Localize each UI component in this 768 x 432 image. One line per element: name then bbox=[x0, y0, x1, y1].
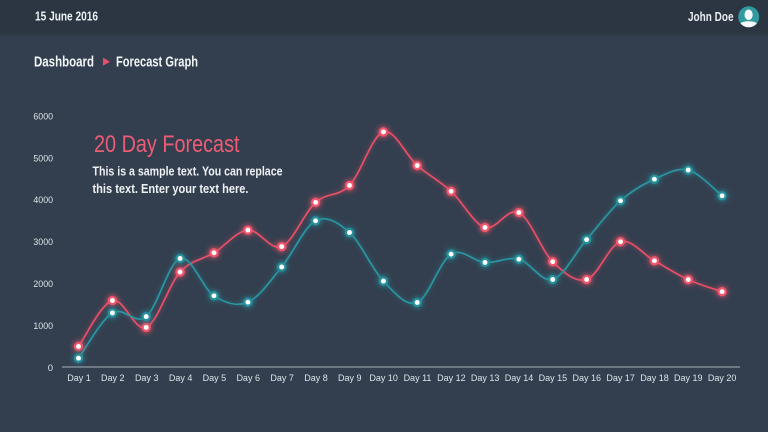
svg-text:John Doe: John Doe bbox=[688, 10, 734, 24]
svg-text:Day 6: Day 6 bbox=[236, 373, 260, 383]
svg-text:Forecast Graph: Forecast Graph bbox=[116, 54, 198, 70]
svg-text:4000: 4000 bbox=[33, 195, 53, 206]
svg-text:Day 10: Day 10 bbox=[369, 373, 398, 383]
svg-text:This is a sample text. You can: This is a sample text. You can replace bbox=[93, 164, 283, 179]
svg-text:1000: 1000 bbox=[33, 321, 53, 332]
svg-text:20 Day Forecast: 20 Day Forecast bbox=[94, 131, 240, 158]
svg-text:Day 14: Day 14 bbox=[505, 373, 534, 383]
svg-text:Day 4: Day 4 bbox=[169, 373, 193, 383]
svg-text:Day 12: Day 12 bbox=[437, 373, 466, 383]
svg-text:Day 13: Day 13 bbox=[471, 373, 500, 383]
svg-text:Day 7: Day 7 bbox=[270, 373, 294, 383]
svg-text:Day 3: Day 3 bbox=[135, 373, 159, 383]
svg-text:15 June 2016: 15 June 2016 bbox=[35, 10, 98, 24]
svg-text:Day 9: Day 9 bbox=[338, 373, 362, 383]
svg-text:Day 20: Day 20 bbox=[708, 373, 737, 383]
svg-text:3000: 3000 bbox=[33, 237, 53, 248]
svg-text:Dashboard: Dashboard bbox=[34, 54, 94, 70]
svg-text:5000: 5000 bbox=[33, 153, 53, 164]
svg-text:Day 11: Day 11 bbox=[404, 373, 432, 383]
svg-text:Day 16: Day 16 bbox=[573, 373, 602, 383]
svg-text:Day 5: Day 5 bbox=[203, 373, 227, 383]
svg-text:Day 2: Day 2 bbox=[101, 373, 125, 383]
svg-text:this text. Enter your text her: this text. Enter your text here. bbox=[93, 181, 249, 196]
svg-text:Day 17: Day 17 bbox=[606, 373, 635, 383]
svg-text:2000: 2000 bbox=[33, 279, 53, 290]
svg-text:Day 15: Day 15 bbox=[539, 373, 568, 383]
svg-text:Day 8: Day 8 bbox=[304, 373, 328, 383]
svg-text:Day 18: Day 18 bbox=[640, 373, 669, 383]
svg-text:0: 0 bbox=[48, 363, 53, 374]
svg-text:Day 19: Day 19 bbox=[674, 373, 703, 383]
svg-text:Day 1: Day 1 bbox=[67, 373, 91, 383]
svg-text:6000: 6000 bbox=[33, 111, 53, 122]
